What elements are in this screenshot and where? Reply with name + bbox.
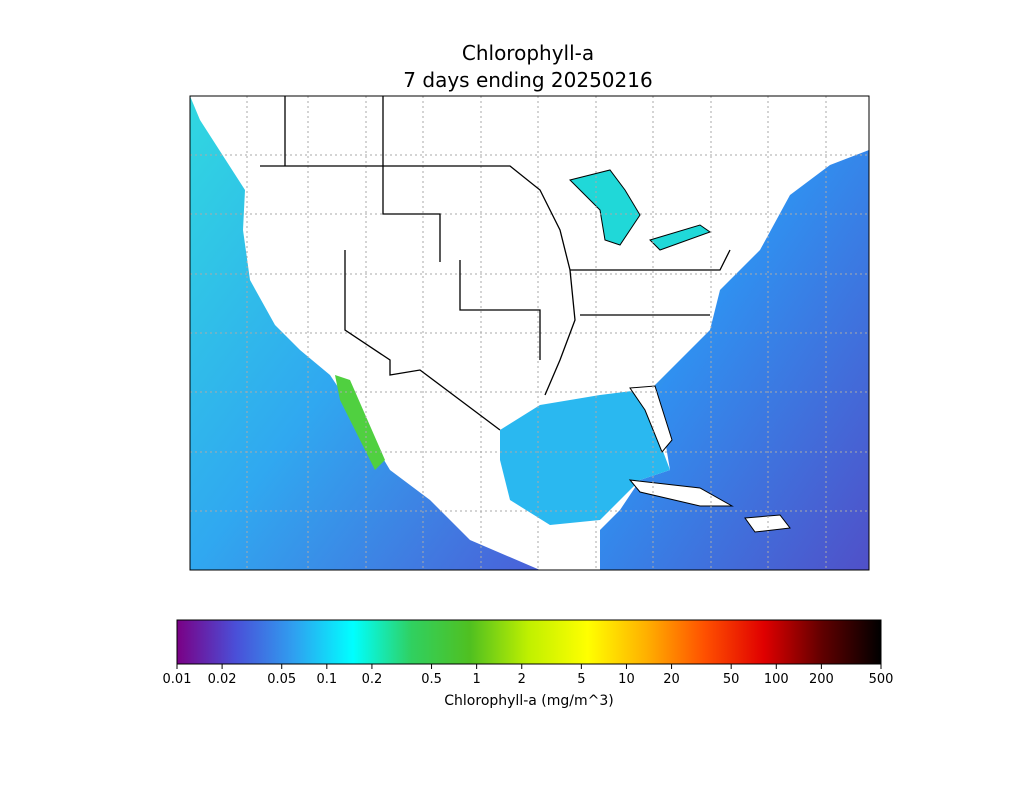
baja-gulf xyxy=(335,375,385,470)
tick-label: 1 xyxy=(472,672,480,687)
tick-label: 2 xyxy=(518,672,526,687)
map xyxy=(189,95,870,571)
tick-label: 0.01 xyxy=(163,672,192,687)
tick-label: 20 xyxy=(663,672,680,687)
atlantic xyxy=(600,150,869,570)
tick-label: 5 xyxy=(577,672,585,687)
subtitle: 7 days ending 20250216 xyxy=(403,68,652,92)
gulf xyxy=(500,390,670,525)
great-lakes xyxy=(569,169,641,246)
colorbar xyxy=(176,619,882,665)
lake-erie xyxy=(649,224,712,251)
colorbar-label: Chlorophyll-a (mg/m^3) xyxy=(444,693,613,709)
tick-label: 100 xyxy=(764,672,789,687)
tick-label: 0.5 xyxy=(421,672,442,687)
pacific xyxy=(190,96,540,570)
tick-label: 0.2 xyxy=(362,672,383,687)
florida xyxy=(629,385,673,453)
tick-label: 0.02 xyxy=(208,672,237,687)
cuba xyxy=(628,479,734,507)
tick-label: 0.05 xyxy=(267,672,296,687)
tick-label: 10 xyxy=(618,672,635,687)
tick-label: 50 xyxy=(723,672,740,687)
title: Chlorophyll-a xyxy=(462,41,594,65)
tick-label: 200 xyxy=(809,672,834,687)
tick-label: 0.1 xyxy=(316,672,337,687)
tick-label: 500 xyxy=(869,672,894,687)
